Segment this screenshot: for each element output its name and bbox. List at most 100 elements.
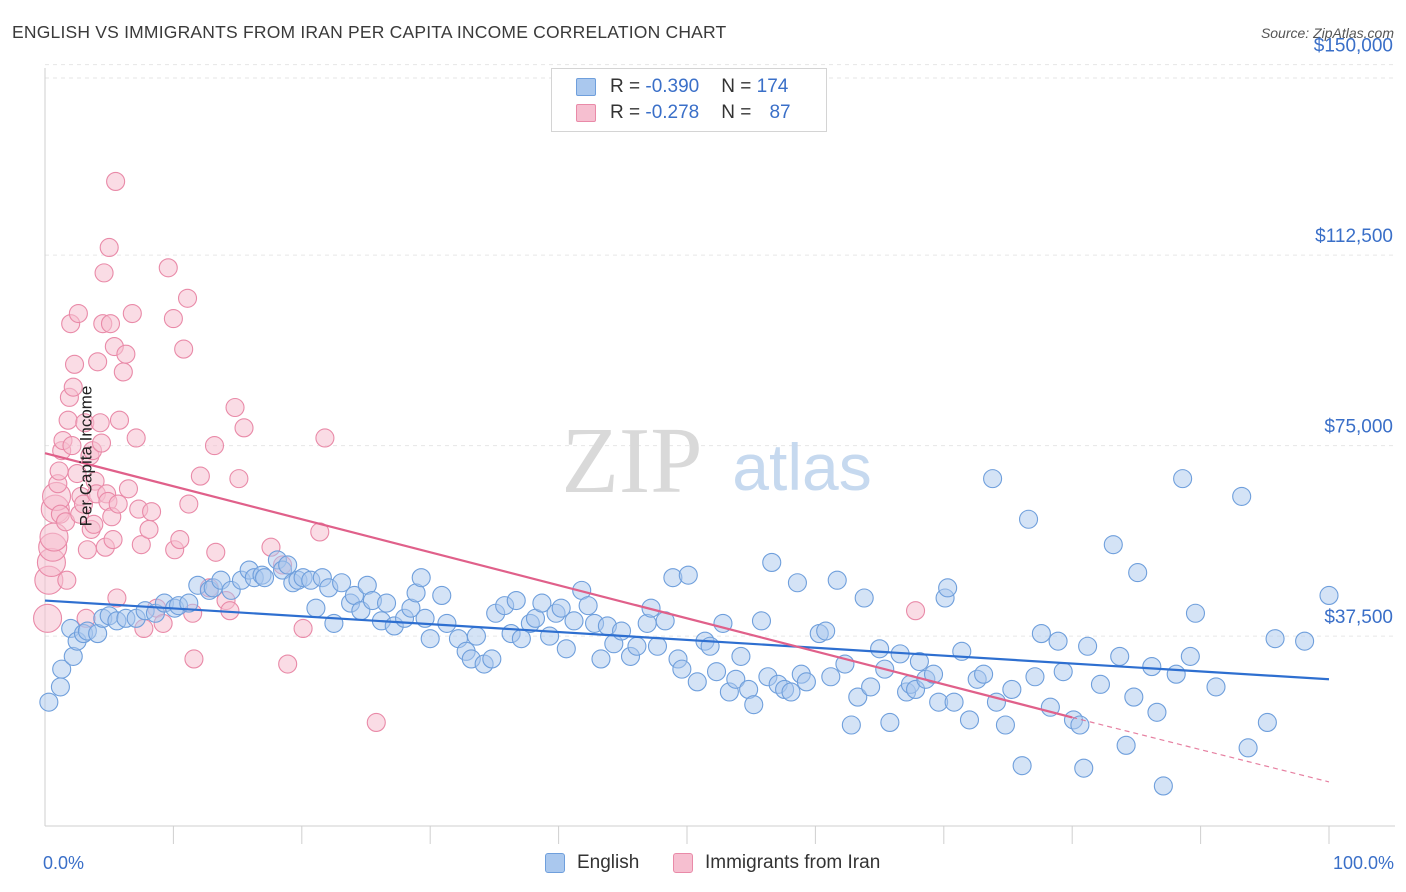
english-point (411, 568, 431, 588)
iran-point (225, 397, 245, 418)
english-point (1142, 657, 1162, 677)
english-point (841, 715, 861, 735)
iran-point (62, 436, 82, 456)
english-point (1012, 756, 1032, 776)
iran-point (179, 494, 199, 514)
english-point (255, 568, 275, 588)
english-point (278, 555, 298, 575)
english-point (466, 626, 486, 646)
english-point (1232, 486, 1252, 506)
iran-point (58, 410, 78, 430)
english-point (1103, 535, 1123, 555)
iran-point (163, 309, 183, 329)
iran-point (139, 519, 159, 539)
y-tick-label-2: $112,500 (1315, 226, 1393, 247)
iran-point (204, 436, 225, 456)
iran-point (158, 258, 178, 278)
english-point (1206, 677, 1226, 697)
y-tick-label-1: $75,000 (1324, 417, 1393, 438)
iran-point (33, 603, 63, 633)
english-n-label: N = (721, 76, 757, 97)
iran-point (49, 461, 69, 481)
iran-point (113, 362, 133, 382)
chart-title: ENGLISH VS IMMIGRANTS FROM IRAN PER CAPI… (12, 22, 727, 42)
english-point (1238, 738, 1258, 758)
watermark-zip: ZIP (562, 409, 703, 513)
iran-point (142, 502, 162, 522)
english-point (52, 659, 72, 679)
iran-point (234, 418, 254, 438)
y-axis-title: Per Capita Income (76, 385, 96, 527)
english-point (627, 636, 647, 656)
english-point (995, 715, 1015, 735)
english-point (1053, 662, 1073, 682)
iran-point (88, 352, 108, 372)
english-point (1124, 687, 1144, 707)
iran-point (315, 428, 335, 448)
english-point (816, 621, 836, 641)
english-point (672, 659, 692, 679)
english-point (1048, 631, 1068, 651)
english-point (506, 590, 526, 611)
english-point (1025, 667, 1045, 687)
iran-point (99, 237, 119, 258)
iran-point (906, 601, 926, 621)
english-point (376, 593, 397, 613)
english-point (909, 651, 929, 672)
english-r-value: -0.390 (645, 76, 700, 97)
legend-row-iran: R = -0.278 N = 87 (576, 100, 791, 126)
english-point (540, 626, 560, 646)
english-point (482, 649, 502, 669)
series-legend: English Immigrants from Iran (0, 852, 1406, 878)
x-tick-label-min: 0.0% (43, 853, 85, 873)
english-point (1180, 646, 1200, 666)
source-label: Source: ZipAtlas.com (1260, 25, 1394, 41)
watermark-atlas: atlas (732, 430, 871, 504)
iran-point (94, 263, 114, 283)
iran-r-label: R = (610, 102, 646, 123)
iran-point (57, 570, 77, 590)
iran-point (63, 377, 83, 397)
iran-point (68, 303, 88, 324)
english-point (1031, 624, 1051, 644)
iran-trend-line (44, 452, 1073, 719)
iran-point (366, 712, 386, 733)
english-point (647, 636, 668, 656)
iran-n-value: 87 (769, 102, 791, 123)
english-point (564, 611, 584, 631)
english-point (1166, 664, 1186, 684)
iran-legend-label: Immigrants from Iran (705, 852, 881, 873)
english-point (1265, 629, 1285, 649)
english-point (751, 611, 772, 631)
iran-point (106, 171, 126, 191)
x-tick-label-max: 100.0% (1332, 853, 1394, 873)
english-legend-label: English (577, 852, 640, 873)
series-legend-iran[interactable]: Immigrants from Iran (673, 852, 880, 874)
english-point (796, 672, 816, 692)
iran-point (116, 344, 136, 364)
iran-point (108, 494, 128, 514)
y-tick-label-3: $150,000 (1314, 36, 1393, 57)
series-legend-english[interactable]: English (545, 852, 639, 874)
english-point (1002, 679, 1022, 699)
english-point (1319, 585, 1339, 606)
iran-point (77, 540, 97, 560)
english-point (1116, 735, 1136, 755)
english-point (1074, 758, 1094, 778)
english-point (821, 667, 841, 687)
y-tick-label-0: $37,500 (1324, 607, 1393, 628)
iran-point (170, 530, 190, 550)
english-point (39, 692, 59, 712)
iran-point (90, 413, 110, 433)
english-point (944, 692, 964, 712)
iran-point (190, 466, 210, 486)
english-point (787, 573, 807, 593)
iran-point (107, 588, 127, 608)
english-point (687, 672, 707, 692)
english-point (938, 578, 958, 598)
english-point (1295, 631, 1315, 651)
english-point (678, 565, 698, 585)
english-n-value: 174 (756, 76, 789, 97)
english-point (556, 639, 576, 659)
